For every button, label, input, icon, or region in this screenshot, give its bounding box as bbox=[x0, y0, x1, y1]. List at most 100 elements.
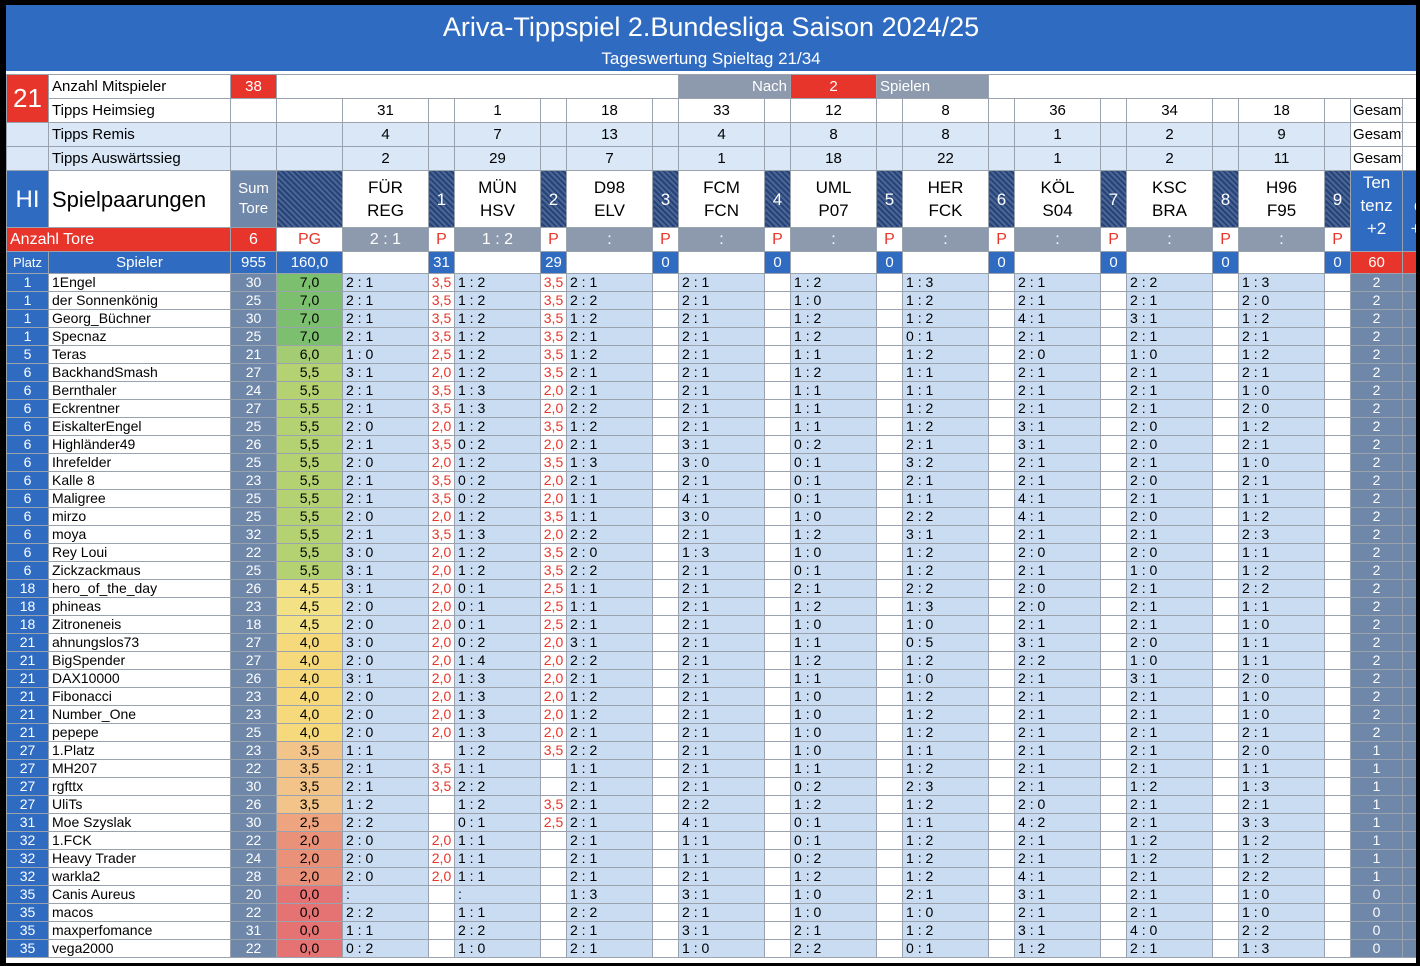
player-tip: 1 : 1 bbox=[902, 813, 990, 832]
player-tip: 2 : 1 bbox=[678, 309, 766, 328]
empty-cell bbox=[342, 251, 429, 274]
player-tip: 1 : 1 bbox=[678, 831, 766, 850]
player-pg: 3,5 bbox=[276, 759, 343, 778]
player-tip: 2 : 1 bbox=[566, 435, 653, 454]
player-tordiff: 0 bbox=[1402, 651, 1416, 670]
player-tip: 1 : 2 bbox=[790, 651, 878, 670]
player-points bbox=[1324, 723, 1352, 742]
player-points bbox=[988, 471, 1016, 490]
player-points bbox=[876, 471, 904, 490]
player-points bbox=[876, 795, 904, 814]
player-points: 2,0 bbox=[428, 417, 455, 436]
player-tendenz: 2 bbox=[1350, 327, 1404, 346]
player-points bbox=[1324, 471, 1352, 490]
game-result: : bbox=[902, 227, 990, 252]
game-number: 1 bbox=[428, 170, 455, 228]
player-tip: 1 : 2 bbox=[566, 417, 653, 436]
player-points: 2,0 bbox=[428, 867, 455, 886]
player-points bbox=[988, 813, 1016, 832]
player-tip: 1 : 2 bbox=[454, 453, 541, 472]
player-points bbox=[1212, 741, 1240, 760]
player-tip: 1 : 0 bbox=[1238, 615, 1326, 634]
empty-cell bbox=[6, 122, 49, 147]
player-points bbox=[1324, 381, 1352, 400]
player-name: Teras bbox=[48, 345, 231, 364]
player-points bbox=[1324, 921, 1352, 940]
p-label: P bbox=[540, 227, 567, 252]
player-tip: 2 : 0 bbox=[342, 831, 429, 850]
player-points bbox=[1324, 273, 1352, 292]
player-name: Bernthaler bbox=[48, 381, 231, 400]
player-points bbox=[988, 921, 1016, 940]
player-points bbox=[764, 345, 792, 364]
game-points-total: 0 bbox=[651, 251, 680, 274]
player-tip: 2 : 0 bbox=[342, 705, 429, 724]
player-points bbox=[764, 507, 792, 526]
player-points bbox=[651, 777, 680, 796]
sum-tore-label: Sum Tore bbox=[238, 180, 269, 217]
player-tip: 1 : 2 bbox=[454, 795, 541, 814]
player-tip: 2 : 1 bbox=[1126, 705, 1214, 724]
player-points bbox=[988, 597, 1016, 616]
bonus-header-points: +0,5 bbox=[1404, 217, 1416, 240]
game-result: : bbox=[678, 227, 766, 252]
player-tip: 2 : 2 bbox=[342, 813, 429, 832]
player-tip: 2 : 2 bbox=[1238, 921, 1326, 940]
empty-cell bbox=[1100, 146, 1128, 171]
player-points bbox=[428, 939, 455, 958]
player-tordiff: 1 bbox=[1402, 345, 1416, 364]
player-sum-tore: 22 bbox=[230, 759, 277, 778]
player-name: Georg_Büchner bbox=[48, 309, 231, 328]
player-points: 2,0 bbox=[540, 489, 567, 508]
player-pg: 5,5 bbox=[276, 471, 343, 490]
player-tip: 2 : 1 bbox=[1014, 561, 1102, 580]
home-team: D98 bbox=[593, 178, 626, 197]
player-tip: 1 : 1 bbox=[342, 921, 429, 940]
player-points bbox=[764, 723, 792, 742]
player-name: MH207 bbox=[48, 759, 231, 778]
player-pg: 4,0 bbox=[276, 723, 343, 742]
player-rank: 35 bbox=[6, 939, 49, 958]
player-tip: 2 : 3 bbox=[902, 777, 990, 796]
tipps-remis-count: 8 bbox=[790, 122, 878, 147]
game-points-total: 0 bbox=[764, 251, 792, 274]
player-tip: 2 : 1 bbox=[678, 741, 766, 760]
player-tordiff: 0 bbox=[1402, 489, 1416, 508]
empty-cell bbox=[428, 122, 455, 147]
player-pg: 2,0 bbox=[276, 831, 343, 850]
game-pairing: H96 F95 bbox=[1238, 170, 1326, 228]
player-tip: 3 : 0 bbox=[678, 507, 766, 526]
spreadsheet: Ariva-Tippspiel 2.Bundesliga Saison 2024… bbox=[6, 5, 1416, 963]
player-tendenz: 2 bbox=[1350, 489, 1404, 508]
player-rank: 6 bbox=[6, 525, 49, 544]
player-tip: 1 : 2 bbox=[1126, 777, 1214, 796]
player-pg: 3,5 bbox=[276, 741, 343, 760]
player-points bbox=[1100, 471, 1128, 490]
player-points bbox=[1324, 291, 1352, 310]
empty-cell bbox=[6, 146, 49, 171]
player-tendenz: 1 bbox=[1350, 849, 1404, 868]
player-tip: 1 : 1 bbox=[454, 759, 541, 778]
player-tip: 2 : 1 bbox=[342, 309, 429, 328]
player-points bbox=[1324, 345, 1352, 364]
tipps-remis-count: 4 bbox=[342, 122, 429, 147]
player-tip: 1 : 0 bbox=[790, 741, 878, 760]
player-tip: 1 : 1 bbox=[902, 363, 990, 382]
empty-cell bbox=[1100, 98, 1128, 123]
player-points bbox=[1324, 849, 1352, 868]
away-team: REG bbox=[367, 201, 404, 220]
player-points: 3,5 bbox=[428, 291, 455, 310]
empty-cell bbox=[988, 98, 1016, 123]
player-points: 2,0 bbox=[540, 525, 567, 544]
player-tordiff: 0 bbox=[1402, 399, 1416, 418]
player-points bbox=[764, 561, 792, 580]
player-rank: 6 bbox=[6, 453, 49, 472]
player-points bbox=[1324, 651, 1352, 670]
player-points: 2,0 bbox=[540, 687, 567, 706]
player-points bbox=[876, 759, 904, 778]
player-tip: 2 : 2 bbox=[566, 741, 653, 760]
player-points bbox=[764, 687, 792, 706]
player-name: Moe Szyslak bbox=[48, 813, 231, 832]
game-result: 1 : 2 bbox=[454, 227, 541, 252]
